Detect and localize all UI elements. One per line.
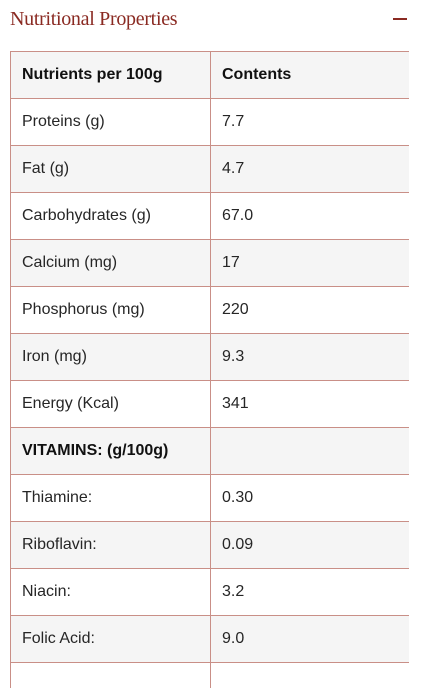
nutrient-cell: Fat (g) <box>10 145 211 193</box>
content-cell <box>210 427 409 475</box>
table-row: Iron (mg) 9.3 <box>10 333 409 381</box>
nutrient-cell: Calcium (mg) <box>10 239 211 287</box>
table-row: Thiamine: 0.30 <box>10 474 409 522</box>
content-cell: 17 <box>210 239 409 287</box>
nutrient-cell: Folic Acid: <box>10 615 211 663</box>
content-cell: 0.09 <box>210 521 409 569</box>
table-row: Carbohydrates (g) 67.0 <box>10 192 409 240</box>
table-header-row: Nutrients per 100g Contents <box>10 51 409 99</box>
table-row: Riboflavin: 0.09 <box>10 521 409 569</box>
content-cell: 220 <box>210 286 409 334</box>
nutritional-properties-header[interactable]: Nutritional Properties <box>0 0 424 40</box>
column-header-nutrients: Nutrients per 100g <box>10 51 211 99</box>
table-row: Proteins (g) 7.7 <box>10 98 409 146</box>
nutrient-cell: Phosphorus (mg) <box>10 286 211 334</box>
table-row: Folic Acid: 9.0 <box>10 615 409 663</box>
nutrient-cell: Energy (Kcal) <box>10 380 211 428</box>
section-title: Nutritional Properties <box>10 8 178 30</box>
nutrient-cell: Riboflavin: <box>10 521 211 569</box>
vitamins-header-row: VITAMINS: (g/100g) <box>10 427 409 475</box>
content-cell: 0.30 <box>210 474 409 522</box>
nutrient-cell: Niacin: <box>10 568 211 616</box>
content-cell: 9.0 <box>210 615 409 663</box>
nutrition-table: Nutrients per 100g Contents Proteins (g)… <box>10 51 409 688</box>
content-cell: 4.7 <box>210 145 409 193</box>
table-row: Fat (g) 4.7 <box>10 145 409 193</box>
content-cell: 3.2 <box>210 568 409 616</box>
content-cell: 7.7 <box>210 98 409 146</box>
table-row: Calcium (mg) 17 <box>10 239 409 287</box>
table-row: Niacin: 3.2 <box>10 568 409 616</box>
nutrient-cell: Proteins (g) <box>10 98 211 146</box>
nutrient-cell: VITAMINS: (g/100g) <box>10 427 211 475</box>
content-cell: 341 <box>210 380 409 428</box>
minus-icon[interactable] <box>393 18 407 20</box>
table-row: Energy (Kcal) 341 <box>10 380 409 428</box>
content-cell: 9.3 <box>210 333 409 381</box>
nutrient-cell: Thiamine: <box>10 474 211 522</box>
nutrient-cell <box>10 662 211 688</box>
content-cell: 67.0 <box>210 192 409 240</box>
nutrition-table-container: Nutrients per 100g Contents Proteins (g)… <box>10 51 409 688</box>
nutrient-cell: Carbohydrates (g) <box>10 192 211 240</box>
column-header-contents: Contents <box>210 51 409 99</box>
table-row: Phosphorus (mg) 220 <box>10 286 409 334</box>
nutrient-cell: Iron (mg) <box>10 333 211 381</box>
table-row <box>10 662 409 688</box>
content-cell <box>210 662 409 688</box>
